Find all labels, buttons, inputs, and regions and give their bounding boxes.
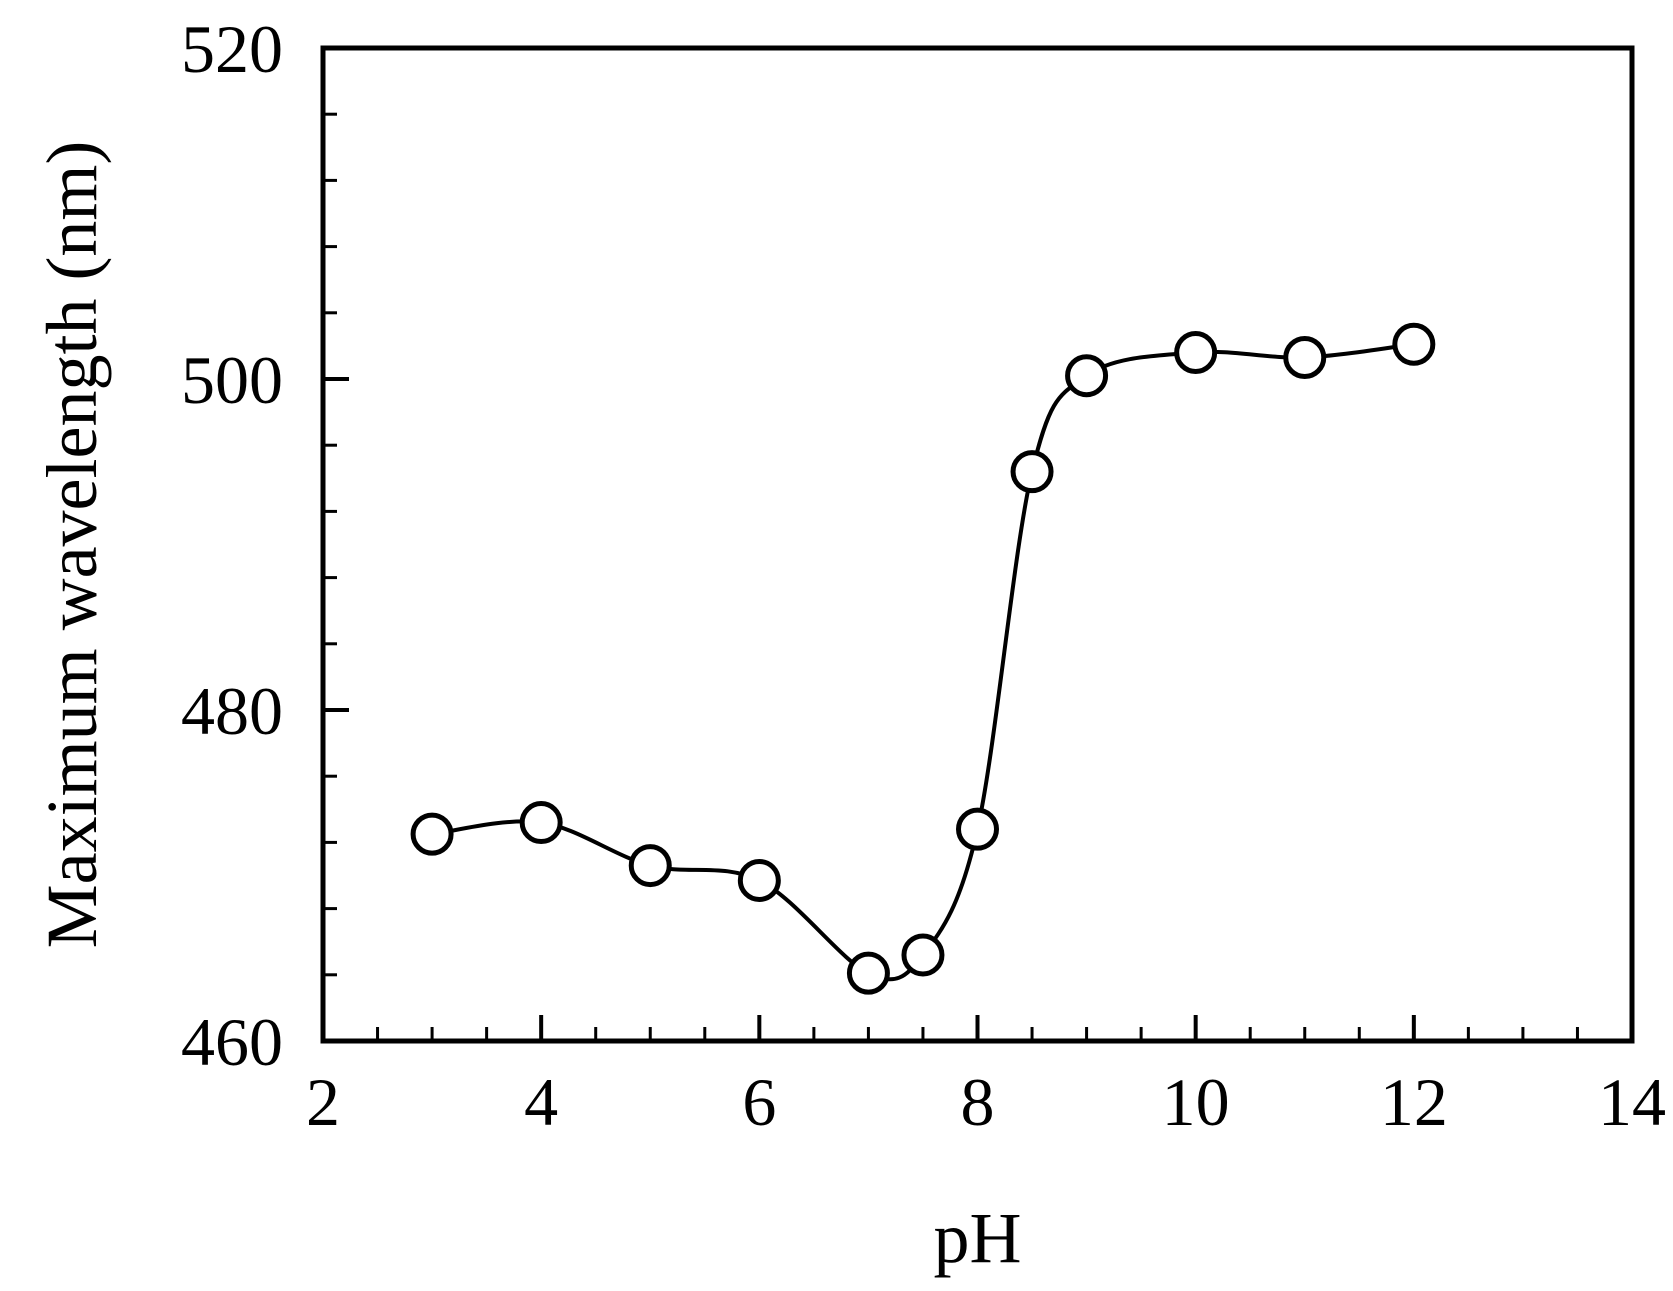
- x-tick-label: 10: [1162, 1064, 1230, 1140]
- data-point: [1065, 354, 1109, 398]
- x-axis-label: pH: [934, 1198, 1022, 1278]
- data-point: [737, 858, 781, 902]
- data-point: [410, 812, 454, 856]
- x-tick-label: 2: [306, 1064, 340, 1140]
- data-point: [846, 951, 890, 995]
- x-tick-label: 12: [1380, 1064, 1448, 1140]
- y-axis-label: Maximum wavelength (nm): [32, 141, 112, 949]
- major-ticks: [321, 46, 1634, 1043]
- minor-ticks: [321, 46, 1634, 1043]
- data-points: [410, 322, 1436, 995]
- data-point: [1174, 331, 1218, 375]
- data-point: [628, 844, 672, 888]
- plot-frame: [320, 45, 1635, 1044]
- y-tick-label: 500: [181, 342, 283, 418]
- y-tick-label: 480: [181, 673, 283, 749]
- fit-curve: [431, 342, 1415, 982]
- y-tick-label: 460: [181, 1004, 283, 1080]
- data-point: [956, 807, 999, 851]
- data-point: [519, 801, 563, 845]
- x-tick-label: 14: [1598, 1064, 1666, 1140]
- data-point: [1392, 322, 1436, 366]
- data-point: [1283, 335, 1327, 379]
- x-tick-label: 8: [961, 1064, 995, 1140]
- x-tick-label: 4: [524, 1064, 558, 1140]
- y-tick-label: 520: [181, 11, 283, 87]
- data-point: [1010, 450, 1054, 494]
- x-tick-label: 6: [742, 1064, 776, 1140]
- tick-labels: 2 4 6 8 10 12 14 460 480 500 520: [181, 11, 1666, 1140]
- data-point: [901, 933, 945, 977]
